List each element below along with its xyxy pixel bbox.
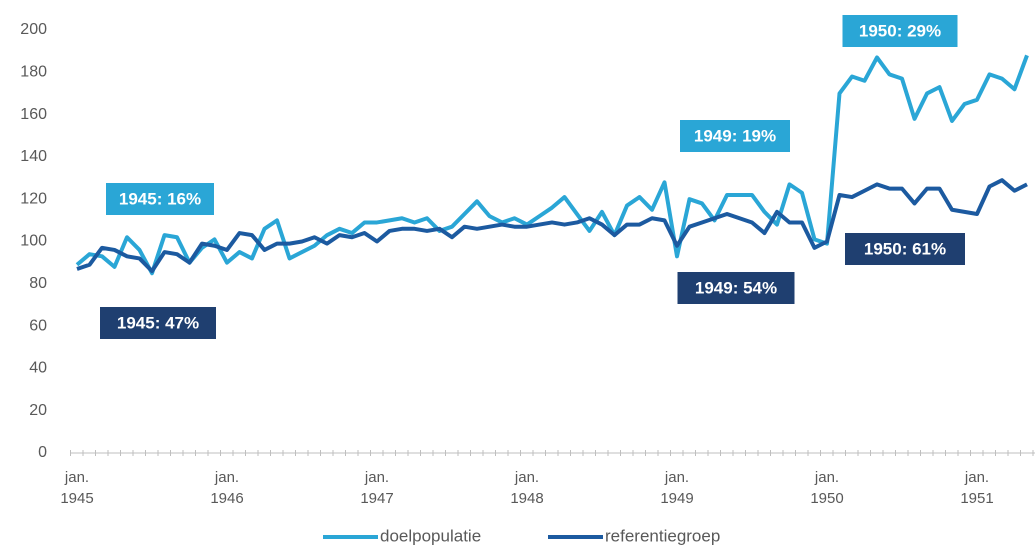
x-tick-label: jan. 1948 bbox=[510, 469, 544, 507]
y-tick-label: 120 bbox=[20, 190, 47, 207]
y-tick-label: 40 bbox=[29, 360, 47, 377]
y-tick-label: 0 bbox=[38, 444, 47, 461]
x-tick-label: jan. 1950 bbox=[810, 469, 844, 507]
x-tick-label: jan. 1951 bbox=[960, 469, 994, 507]
annotation-box bbox=[100, 307, 216, 339]
legend-label: doelpopulatie bbox=[380, 526, 481, 545]
y-tick-label: 200 bbox=[20, 21, 47, 38]
y-tick-label: 20 bbox=[29, 402, 47, 419]
y-tick-label: 100 bbox=[20, 233, 47, 250]
annotation: 1949: 54% bbox=[695, 278, 777, 297]
y-tick-label: 180 bbox=[20, 64, 47, 81]
annotation: 1949: 19% bbox=[694, 126, 776, 145]
annotation: 1950: 61% bbox=[864, 239, 946, 258]
y-tick-label: 80 bbox=[29, 275, 47, 292]
annotation-box bbox=[680, 120, 790, 152]
legend-label: referentiegroep bbox=[605, 526, 720, 545]
series-line bbox=[76, 178, 1028, 274]
y-tick-label: 140 bbox=[20, 148, 47, 165]
y-tick-label: 60 bbox=[29, 317, 47, 334]
x-tick-label: jan. 1946 bbox=[210, 469, 244, 507]
x-tick-label: jan. 1949 bbox=[660, 469, 694, 507]
annotation-box bbox=[677, 272, 795, 304]
annotation: 1945: 47% bbox=[117, 313, 199, 332]
x-tick-label: jan. 1947 bbox=[360, 469, 394, 507]
annotation-box bbox=[106, 183, 214, 215]
y-tick-label: 160 bbox=[20, 106, 47, 123]
series-line bbox=[75, 54, 1029, 276]
annotation: 1945: 16% bbox=[119, 189, 201, 208]
annotation-box bbox=[842, 15, 958, 47]
annotation-box bbox=[845, 233, 965, 265]
x-tick-label: jan. 1945 bbox=[60, 469, 94, 507]
annotation: 1950: 29% bbox=[859, 21, 941, 40]
